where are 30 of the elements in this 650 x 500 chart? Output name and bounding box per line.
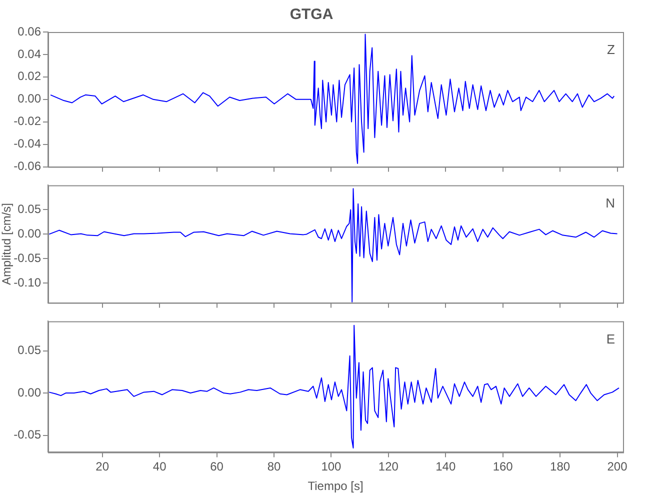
x-tick-label: 80	[267, 460, 281, 474]
x-tick-label: 20	[96, 460, 110, 474]
x-axis-title: Tiempo [s]	[308, 479, 364, 494]
x-tick-label: 180	[550, 460, 570, 474]
y-axis-title: Amplitud [cm/s]	[0, 202, 14, 286]
x-tick-label: 160	[492, 460, 514, 474]
annotation: E	[606, 331, 616, 346]
y-tick-label: 0.06	[18, 24, 42, 38]
x-tick-label: 120	[378, 460, 399, 474]
y-tick-label: -0.02	[14, 114, 42, 128]
y-tick-label: 0.02	[18, 69, 42, 84]
y-tick-label: -0.04	[14, 136, 42, 151]
chart-title: GTGA	[290, 6, 334, 24]
y-tick-label: -0.05	[14, 251, 42, 266]
y-tick-label: 0.05	[18, 202, 42, 216]
annotation: Z	[607, 42, 616, 58]
y-tick-label: -0.05	[14, 428, 42, 442]
x-tick-label: 200	[607, 460, 628, 474]
y-tick-label: -0.10	[14, 276, 42, 290]
y-tick-label: -0.06	[14, 159, 42, 174]
x-tick-label: 140	[436, 460, 456, 474]
y-tick-label: 0.00	[18, 92, 42, 106]
y-tick-label: 0.05	[18, 343, 42, 358]
y-tick-label: 0.00	[18, 226, 42, 241]
x-tick-label: 60	[210, 460, 224, 474]
x-tick-label: 100	[321, 460, 342, 474]
y-tick-label: 0.00	[18, 385, 42, 400]
x-tick-label: 40	[152, 460, 167, 474]
y-tick-label: 0.04	[18, 46, 42, 61]
annotation: N	[606, 195, 615, 210]
